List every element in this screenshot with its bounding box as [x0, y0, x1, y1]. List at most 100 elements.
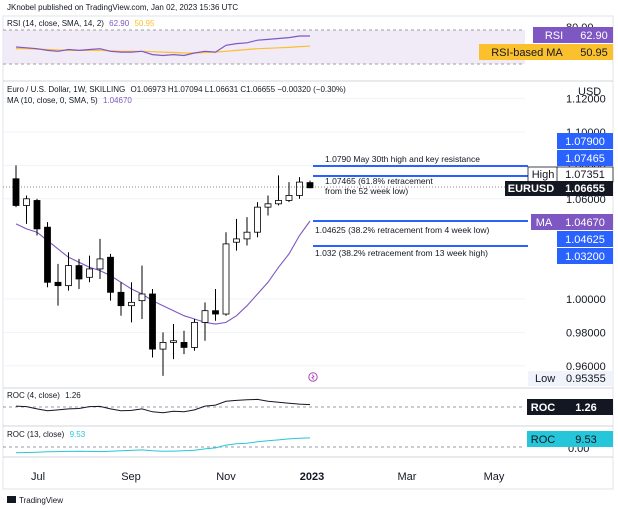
annotation-resistance: 1.0790 May 30th high and key resistance [325, 154, 480, 164]
lightning-icon [311, 374, 315, 380]
roc13-legend[interactable]: ROC (13, close) 9.53 [7, 430, 85, 439]
currency-label: USD [578, 86, 601, 98]
annotation-retracement-52w-1: 1.07465 (61.8% retracement [325, 176, 433, 186]
candle [264, 203, 272, 208]
candle [65, 265, 72, 287]
footer-brand[interactable]: TradingView [7, 496, 63, 505]
candle [117, 291, 125, 307]
rsi-badge-value [575, 27, 613, 43]
roc13-badge-tag [527, 431, 560, 447]
price-badges: RSI 62.90 RSI-based MA 50.95 1.07900 1.0… [479, 27, 614, 447]
candle [243, 231, 251, 240]
price-tick-label: 0.98000 [566, 327, 606, 339]
annotation-retracement-52w-2: from the 52 week low) [325, 186, 408, 196]
rsi-ma-badge-tag-text: RSI-based MA [491, 47, 563, 59]
candle [222, 243, 230, 315]
badge-1-07900 [557, 133, 613, 149]
price-tick-label: 1.12000 [566, 94, 606, 106]
candle [86, 268, 93, 278]
level-lines [313, 165, 528, 247]
ma-badge-tag-text: MA [536, 217, 553, 229]
badge-1-07465-text: 1.07465 [565, 153, 605, 165]
roc13-legend-label: ROC (13, close) [7, 430, 65, 439]
candle [23, 198, 30, 206]
roc4-badge-tag [527, 399, 560, 415]
ma-legend-label: MA (10, close, 0, SMA, 5) [7, 96, 98, 105]
roc4-legend[interactable]: ROC (4, close) 1.26 [7, 391, 81, 400]
ma-line [15, 220, 311, 325]
rsi-ma-badge-value [575, 44, 613, 60]
candle [254, 206, 261, 233]
rsi-badge-value-text: 62.90 [580, 30, 608, 42]
candle [296, 181, 303, 196]
symbol-title: Euro / U.S. Dollar, 1W, SKILLING [7, 85, 126, 94]
candle [285, 195, 293, 201]
candle [138, 293, 146, 302]
candle [306, 182, 314, 189]
rsi-legend[interactable]: RSI (14, close, SMA, 14, 2) 62.90 50.95 [7, 19, 154, 28]
ma-badge-value [557, 214, 613, 230]
price-tick-label: 1.06000 [566, 194, 606, 206]
roc13-badge-tag-text: ROC [531, 434, 556, 446]
candle [54, 281, 62, 287]
roc4-legend-label: ROC (4, close) [7, 391, 60, 400]
badge-1-03200-text: 1.03200 [565, 251, 605, 263]
badge-1-04625 [557, 231, 613, 247]
time-axis-label: May [484, 471, 505, 483]
ohlc-values: O1.06973 H1.07094 L1.06631 C1.06655 −0.0… [130, 85, 346, 94]
candle [33, 200, 41, 230]
badge-1-07465 [557, 150, 613, 166]
roc13-legend-value: 9.53 [69, 430, 86, 439]
badge-1-03200 [557, 248, 613, 264]
candle [44, 226, 51, 283]
rsi-badge-tag-text: RSI [545, 30, 563, 42]
low-badge-value-text: 0.95355 [566, 373, 606, 385]
price-tick-label: 1.00000 [566, 294, 606, 306]
time-axis-label: Mar [398, 471, 417, 483]
roc4-badge-value-text: 1.26 [575, 402, 596, 414]
candle [159, 342, 167, 350]
roc4-badge-tag-text: ROC [531, 402, 556, 414]
candle [12, 178, 20, 206]
time-axis[interactable]: Jul Sep Nov 2023 Mar May [31, 471, 505, 483]
time-axis-label: Nov [216, 471, 236, 483]
time-axis-label: 2023 [300, 471, 324, 483]
candle [149, 293, 156, 350]
rsi-badge-tag [533, 27, 575, 43]
rsi-line [15, 35, 310, 57]
price-legend[interactable]: Euro / U.S. Dollar, 1W, SKILLING O1.0697… [7, 85, 346, 94]
roc13-pane[interactable] [3, 437, 525, 454]
roc13-badge-value [560, 431, 613, 447]
rsi-ma-legend-value: 50.95 [134, 19, 155, 28]
candle [128, 301, 135, 307]
candle [201, 310, 209, 323]
high-badge-value-text: 1.07351 [565, 169, 605, 181]
event-marker[interactable] [308, 372, 318, 382]
badge-1-07900-text: 1.07900 [565, 136, 605, 148]
annotation-texts: 1.0790 May 30th high and key resistance … [315, 154, 490, 258]
footer-brand-text: TradingView [19, 496, 63, 505]
rsi-legend-value: 62.90 [109, 19, 130, 28]
ma-badge-tag [531, 214, 558, 230]
roc4-line [15, 398, 311, 414]
candle [275, 200, 282, 205]
symbol-badge-tag [505, 181, 558, 196]
candle [96, 258, 104, 270]
ma-legend[interactable]: MA (10, close, 0, SMA, 5) 1.04670 [7, 96, 132, 105]
roc4-badge-value [560, 399, 613, 415]
candle [170, 340, 177, 343]
roc4-pane[interactable] [3, 398, 525, 414]
rsi-pane[interactable] [3, 29, 525, 65]
annotation-retracement-4w: 1.04625 (38.2% retracement from 4 week l… [315, 225, 490, 235]
price-grid [3, 98, 525, 367]
price-tick-label: 0.96000 [566, 361, 606, 373]
low-badge [528, 371, 613, 386]
badge-1-04625-text: 1.04625 [565, 234, 605, 246]
tradingview-logo-icon [7, 496, 16, 503]
price-pane[interactable]: 1.0790 May 30th high and key resistance … [3, 98, 528, 382]
rsi-ma-badge-value-text: 50.95 [580, 47, 608, 59]
candle [233, 238, 240, 243]
ma-badge-value-text: 1.04670 [565, 217, 605, 229]
candle [191, 321, 198, 348]
